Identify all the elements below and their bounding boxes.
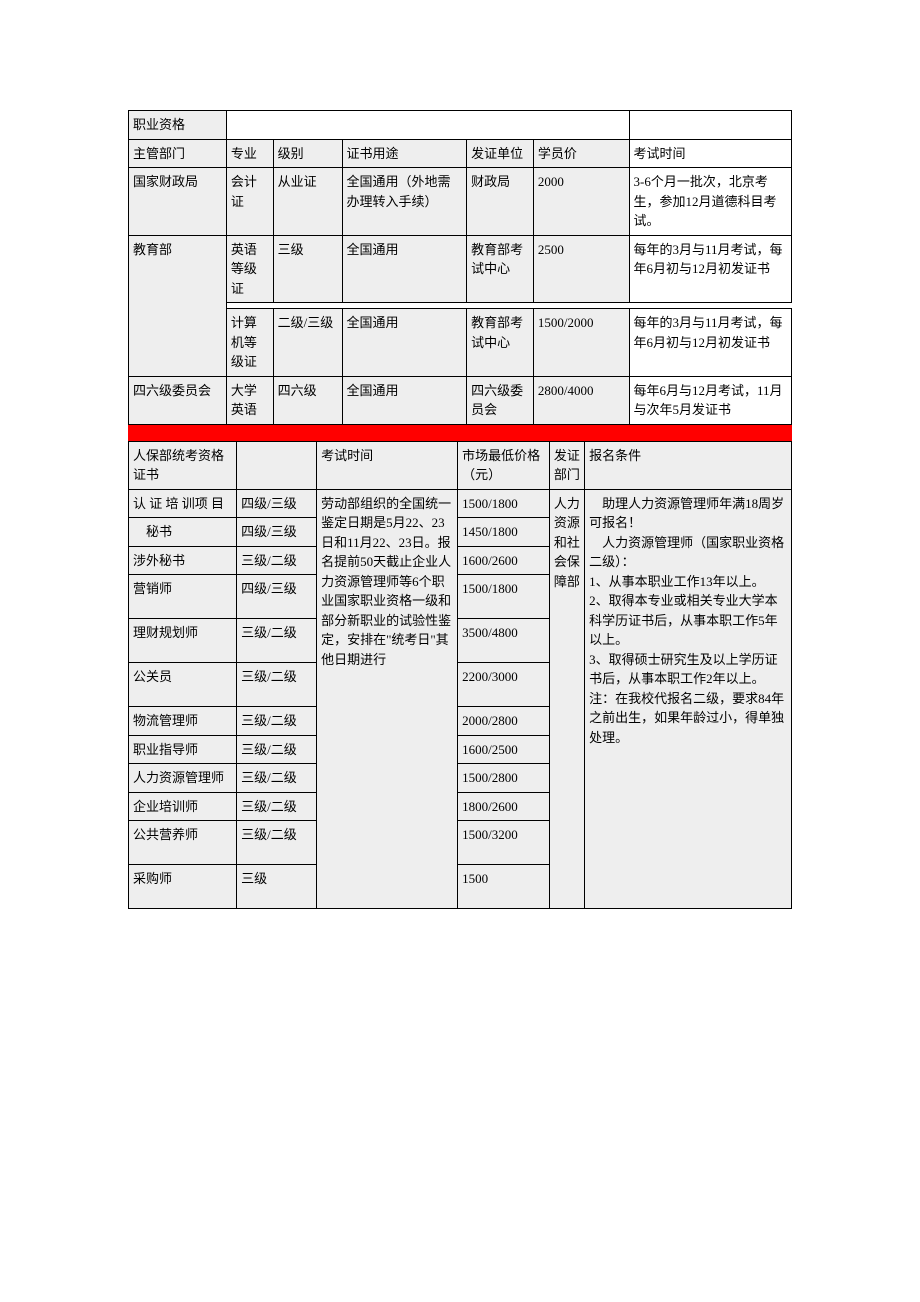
table-title: 职业资格 bbox=[129, 111, 227, 140]
cell-major: 英语等级证 bbox=[226, 235, 273, 303]
col-header bbox=[237, 441, 317, 489]
cell-usage: 全国通用 bbox=[342, 235, 467, 303]
col-header: 主管部门 bbox=[129, 139, 227, 168]
cell-price: 2800/4000 bbox=[533, 376, 629, 424]
cell-usage: 全国通用（外地需办理转入手续） bbox=[342, 168, 467, 236]
issuer-cell: 人力资源和社会保障部 bbox=[549, 489, 584, 909]
cell-price: 1600/2600 bbox=[458, 546, 550, 575]
col-header: 考试时间 bbox=[629, 139, 791, 168]
cell-issuer: 四六级委员会 bbox=[467, 376, 534, 424]
cell-price: 1500/1800 bbox=[458, 489, 550, 518]
cell-price: 2000 bbox=[533, 168, 629, 236]
cell-usage: 全国通用 bbox=[342, 309, 467, 377]
col-header: 报名条件 bbox=[585, 441, 792, 489]
cell-level: 从业证 bbox=[273, 168, 342, 236]
cell-time: 每年的3月与11月考试，每年6月初与12月初发证书 bbox=[629, 235, 791, 303]
cell-level: 四级/三级 bbox=[237, 489, 317, 518]
cell-name: 人力资源管理师 bbox=[129, 764, 237, 793]
cell-name: 公共营养师 bbox=[129, 821, 237, 865]
cell-issuer: 教育部考试中心 bbox=[467, 309, 534, 377]
cell-name: 营销师 bbox=[129, 575, 237, 619]
cell-price: 1450/1800 bbox=[458, 518, 550, 547]
cell-level: 三级/二级 bbox=[237, 546, 317, 575]
cell-price: 1800/2600 bbox=[458, 792, 550, 821]
cell-price: 1500/2000 bbox=[533, 309, 629, 377]
cell-time: 3-6个月一批次，北京考生，参加12月道德科目考试。 bbox=[629, 168, 791, 236]
cell-issuer: 财政局 bbox=[467, 168, 534, 236]
col-header: 级别 bbox=[273, 139, 342, 168]
cell-price: 1500/2800 bbox=[458, 764, 550, 793]
cell-issuer: 教育部考试中心 bbox=[467, 235, 534, 303]
table-row: 计算机等级证 二级/三级 全国通用 教育部考试中心 1500/2000 每年的3… bbox=[129, 309, 792, 377]
cell-level: 三级 bbox=[237, 865, 317, 909]
cell-price: 2200/3000 bbox=[458, 663, 550, 707]
cell-level: 三级/二级 bbox=[237, 735, 317, 764]
cell-level: 三级/二级 bbox=[237, 764, 317, 793]
red-divider-bar bbox=[128, 425, 792, 441]
cell-price: 3500/4800 bbox=[458, 619, 550, 663]
cell-name: 秘书 bbox=[129, 518, 237, 547]
cell-dept: 教育部 bbox=[129, 235, 227, 376]
occupation-table: 职业资格 主管部门 专业 级别 证书用途 发证单位 学员价 考试时间 国家财政局… bbox=[128, 110, 792, 425]
cell-time: 每年6月与12月考试，11月与次年5月发证书 bbox=[629, 376, 791, 424]
cell-level: 四级/三级 bbox=[237, 518, 317, 547]
cell-level: 三级/二级 bbox=[237, 707, 317, 736]
cell-level: 二级/三级 bbox=[273, 309, 342, 377]
condition-cell: 助理人力资源管理师年满18周岁可报名！ 人力资源管理师（国家职业资格二级）： 1… bbox=[585, 489, 792, 909]
subheader-cell: 认 证 培 训项 目 bbox=[129, 489, 237, 518]
cell-name: 理财规划师 bbox=[129, 619, 237, 663]
col-header: 人保部统考资格证书 bbox=[129, 441, 237, 489]
cell-major: 会计证 bbox=[226, 168, 273, 236]
table-row: 人保部统考资格证书 考试时间 市场最低价格（元） 发证部门 报名条件 bbox=[129, 441, 792, 489]
cell-price: 2000/2800 bbox=[458, 707, 550, 736]
col-header: 考试时间 bbox=[317, 441, 458, 489]
cell-major: 大学英语 bbox=[226, 376, 273, 424]
cell-name: 公关员 bbox=[129, 663, 237, 707]
cell-dept: 国家财政局 bbox=[129, 168, 227, 236]
cell-dept: 四六级委员会 bbox=[129, 376, 227, 424]
table-row: 国家财政局 会计证 从业证 全国通用（外地需办理转入手续） 财政局 2000 3… bbox=[129, 168, 792, 236]
cell-price: 1500/3200 bbox=[458, 821, 550, 865]
cell-level: 三级/二级 bbox=[237, 619, 317, 663]
cell-name: 职业指导师 bbox=[129, 735, 237, 764]
col-header: 发证部门 bbox=[549, 441, 584, 489]
cell-level: 三级/二级 bbox=[237, 821, 317, 865]
cell-level: 三级 bbox=[273, 235, 342, 303]
col-header: 市场最低价格（元） bbox=[458, 441, 550, 489]
cell-level: 三级/二级 bbox=[237, 792, 317, 821]
col-header: 证书用途 bbox=[342, 139, 467, 168]
cell-time: 每年的3月与11月考试，每年6月初与12月初发证书 bbox=[629, 309, 791, 377]
cell-price: 1500 bbox=[458, 865, 550, 909]
cell-price: 1500/1800 bbox=[458, 575, 550, 619]
cell-name: 采购师 bbox=[129, 865, 237, 909]
cell-name: 企业培训师 bbox=[129, 792, 237, 821]
cell-level: 四级/三级 bbox=[237, 575, 317, 619]
cell-name: 物流管理师 bbox=[129, 707, 237, 736]
cell-price: 2500 bbox=[533, 235, 629, 303]
cell-usage: 全国通用 bbox=[342, 376, 467, 424]
cell-level: 四六级 bbox=[273, 376, 342, 424]
table-row: 职业资格 bbox=[129, 111, 792, 140]
cell-major: 计算机等级证 bbox=[226, 309, 273, 377]
cell-name: 涉外秘书 bbox=[129, 546, 237, 575]
exam-time-cell: 劳动部组织的全国统一鉴定日期是5月22、23日和11月22、23日。报名提前50… bbox=[317, 489, 458, 909]
cell-level: 三级/二级 bbox=[237, 663, 317, 707]
cell-price: 1600/2500 bbox=[458, 735, 550, 764]
col-header: 学员价 bbox=[533, 139, 629, 168]
table-row: 教育部 英语等级证 三级 全国通用 教育部考试中心 2500 每年的3月与11月… bbox=[129, 235, 792, 303]
col-header: 发证单位 bbox=[467, 139, 534, 168]
col-header: 专业 bbox=[226, 139, 273, 168]
table-row: 主管部门 专业 级别 证书用途 发证单位 学员价 考试时间 bbox=[129, 139, 792, 168]
table-row: 认 证 培 训项 目 四级/三级 劳动部组织的全国统一鉴定日期是5月22、23日… bbox=[129, 489, 792, 518]
table-row: 四六级委员会 大学英语 四六级 全国通用 四六级委员会 2800/4000 每年… bbox=[129, 376, 792, 424]
certificate-table: 人保部统考资格证书 考试时间 市场最低价格（元） 发证部门 报名条件 认 证 培… bbox=[128, 441, 792, 910]
